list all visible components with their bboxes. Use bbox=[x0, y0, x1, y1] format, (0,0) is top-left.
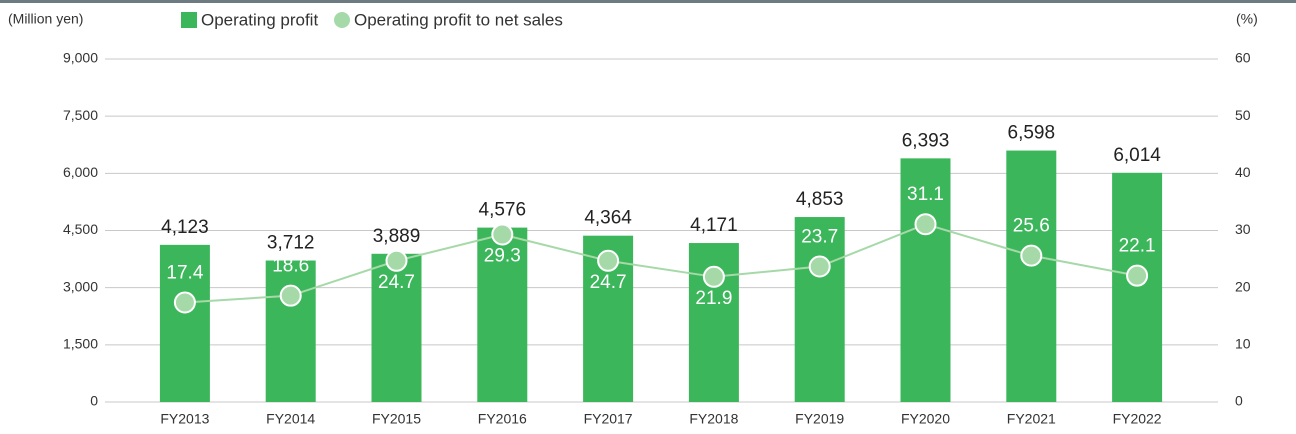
x-tick-label: FY2018 bbox=[689, 411, 738, 427]
x-tick-label: FY2019 bbox=[795, 411, 844, 427]
x-tick-label: FY2021 bbox=[1007, 411, 1056, 427]
line-value-label: 22.1 bbox=[1119, 236, 1156, 257]
y2-tick-label: 30 bbox=[1235, 221, 1251, 237]
bar bbox=[371, 253, 422, 402]
line-value-label: 17.4 bbox=[166, 263, 203, 284]
bar bbox=[265, 260, 316, 402]
y-axis-label: (Million yen) bbox=[8, 11, 83, 27]
top-border bbox=[0, 0, 1296, 3]
line-point bbox=[279, 284, 302, 307]
x-tick-label: FY2015 bbox=[372, 411, 421, 427]
bar-value-label: 4,171 bbox=[690, 215, 738, 236]
line-point bbox=[173, 291, 196, 314]
legend-swatch bbox=[334, 12, 350, 28]
line-point bbox=[597, 249, 620, 272]
line-point bbox=[808, 255, 831, 278]
y2-tick-label: 50 bbox=[1235, 107, 1251, 123]
bar-value-label: 3,712 bbox=[267, 233, 315, 254]
x-tick-label: FY2014 bbox=[266, 411, 315, 427]
bar-value-label: 4,576 bbox=[479, 200, 527, 221]
line-point bbox=[1020, 244, 1043, 267]
legend-label: Operating profit to net sales bbox=[354, 10, 563, 29]
line-value-label: 25.6 bbox=[1013, 216, 1050, 237]
y-tick-label: 6,000 bbox=[63, 164, 98, 180]
y-tick-label: 4,500 bbox=[63, 221, 98, 237]
x-tick-label: FY2022 bbox=[1113, 411, 1162, 427]
bar-value-label: 6,598 bbox=[1008, 123, 1056, 144]
line-value-label: 29.3 bbox=[484, 246, 521, 267]
y-tick-label: 3,000 bbox=[63, 278, 98, 294]
line-point bbox=[491, 223, 514, 246]
y2-tick-label: 10 bbox=[1235, 336, 1251, 352]
legend-swatch bbox=[181, 12, 197, 28]
y2-tick-label: 60 bbox=[1235, 50, 1251, 66]
bar bbox=[159, 244, 210, 402]
bar bbox=[477, 227, 528, 402]
bar-value-label: 4,853 bbox=[796, 189, 844, 210]
x-tick-label: FY2017 bbox=[584, 411, 633, 427]
x-tick-label: FY2020 bbox=[901, 411, 950, 427]
bar bbox=[1006, 150, 1057, 402]
y-tick-label: 0 bbox=[90, 393, 98, 409]
line-value-label: 24.7 bbox=[378, 272, 415, 293]
y2-axis-label: (%) bbox=[1236, 11, 1258, 27]
bar-value-label: 6,393 bbox=[902, 130, 950, 151]
line bbox=[184, 223, 1138, 304]
x-tick-label: FY2013 bbox=[160, 411, 209, 427]
y-tick-label: 1,500 bbox=[63, 336, 98, 352]
line-value-label: 31.1 bbox=[907, 184, 944, 205]
y-tick-label: 9,000 bbox=[63, 50, 98, 66]
bar-value-label: 3,889 bbox=[373, 226, 421, 247]
line-value-label: 23.7 bbox=[801, 227, 838, 248]
line-value-label: 24.7 bbox=[590, 272, 627, 293]
bar bbox=[1112, 172, 1163, 402]
line-point bbox=[914, 213, 937, 236]
bar-value-label: 4,364 bbox=[584, 208, 632, 229]
bar bbox=[794, 217, 845, 402]
line-point bbox=[1126, 264, 1149, 287]
legend-label: Operating profit bbox=[201, 10, 318, 29]
line-point bbox=[385, 249, 408, 272]
bar-value-label: 6,014 bbox=[1113, 145, 1161, 166]
bar-value-label: 4,123 bbox=[161, 217, 209, 238]
bar bbox=[900, 158, 951, 402]
line-point bbox=[702, 265, 725, 288]
line-value-label: 21.9 bbox=[695, 288, 732, 309]
x-tick-label: FY2016 bbox=[478, 411, 527, 427]
y-tick-label: 7,500 bbox=[63, 107, 98, 123]
y2-tick-label: 20 bbox=[1235, 278, 1251, 294]
y2-tick-label: 0 bbox=[1235, 393, 1243, 409]
line-value-label: 18.6 bbox=[272, 256, 309, 277]
y2-tick-label: 40 bbox=[1235, 164, 1251, 180]
